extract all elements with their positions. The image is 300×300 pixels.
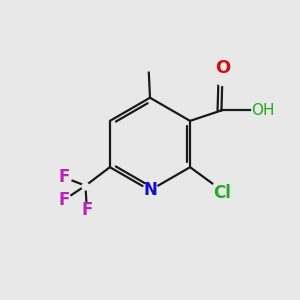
Text: F: F xyxy=(58,168,70,186)
Text: Cl: Cl xyxy=(213,184,231,202)
Text: F: F xyxy=(81,201,93,219)
Text: O: O xyxy=(215,59,230,77)
Text: N: N xyxy=(143,181,157,199)
Text: F: F xyxy=(58,191,70,209)
Text: OH: OH xyxy=(251,103,275,118)
